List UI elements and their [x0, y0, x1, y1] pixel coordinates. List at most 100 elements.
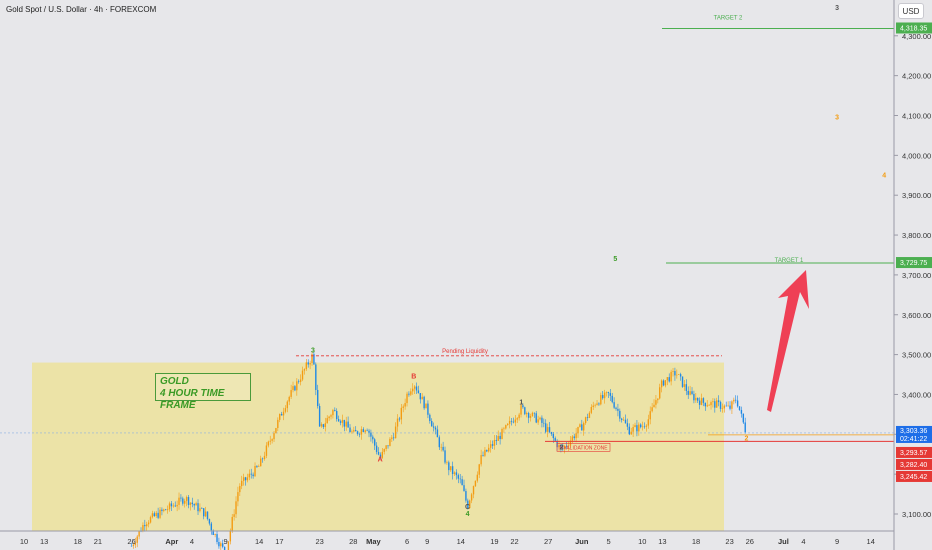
candle-body: [621, 418, 623, 420]
candle-body: [697, 397, 699, 401]
candle-body: [546, 427, 549, 432]
candle-body: [626, 423, 629, 427]
candle-body: [231, 516, 233, 531]
candle-body: [184, 500, 186, 504]
candle-body: [149, 517, 152, 523]
candle-body: [622, 419, 625, 421]
candle-body: [261, 458, 264, 460]
y-tick-label: 3,800.00: [902, 231, 931, 240]
price-tag: [896, 446, 932, 458]
candle-body: [442, 446, 444, 451]
candle-body: [288, 396, 290, 402]
candle-body: [147, 522, 150, 525]
y-tick-label: 3,400.00: [902, 390, 931, 399]
candle-body: [324, 423, 327, 428]
candle-body: [602, 395, 604, 399]
candle-body: [480, 455, 482, 465]
price-tag-value: 4,318.35: [900, 25, 927, 32]
candle-body: [208, 518, 211, 524]
candle-body: [282, 411, 285, 416]
target-arrow: [767, 270, 809, 412]
candle-body: [674, 371, 676, 376]
price-tag-value: 3,293.57: [900, 450, 927, 457]
x-tick-label: Jun: [575, 537, 589, 546]
price-tag: [896, 257, 932, 269]
candle-body: [505, 425, 507, 429]
candle-body: [649, 411, 651, 420]
candle-body: [488, 447, 490, 452]
x-tick-label: 14: [867, 537, 875, 546]
currency-button[interactable]: USD: [898, 3, 924, 19]
candle-body: [292, 386, 294, 391]
candle-body: [398, 418, 401, 420]
candle-body: [341, 419, 344, 423]
candle-body: [440, 446, 442, 448]
candle-body: [383, 448, 385, 452]
candle-body: [349, 427, 351, 433]
candle-body: [600, 395, 602, 405]
candle-body: [204, 511, 207, 517]
candle-body: [404, 403, 406, 407]
candle-body: [322, 424, 325, 428]
candle-body: [280, 413, 283, 416]
candle-body: [575, 433, 577, 439]
candle-body: [516, 418, 518, 420]
x-tick-label: 22: [510, 537, 518, 546]
candle-body: [168, 503, 171, 510]
candle-body: [197, 503, 199, 512]
current-price-tag: [896, 425, 932, 443]
candle-body: [178, 497, 180, 505]
candle-body: [735, 399, 737, 401]
candle-body: [421, 396, 423, 400]
y-tick-label: 4,000.00: [902, 151, 931, 160]
candle-body: [265, 445, 268, 456]
candle-body: [328, 416, 330, 419]
candle-body: [343, 419, 346, 427]
candle-body: [248, 473, 251, 478]
candle-body: [617, 408, 619, 411]
candle-body: [495, 440, 498, 441]
candle-body: [524, 407, 526, 415]
candle-body: [497, 435, 499, 441]
candle-body: [657, 398, 659, 401]
candle-body: [260, 458, 262, 467]
candle-body: [584, 417, 587, 424]
candle-body: [554, 438, 556, 441]
candle-body: [594, 404, 596, 406]
x-tick-label: 4: [801, 537, 805, 546]
wave-label: 3: [835, 5, 839, 12]
candle-body: [429, 414, 431, 421]
price-tag-value: 3,729.75: [900, 260, 927, 267]
candle-body: [427, 403, 429, 415]
candle-body: [503, 428, 505, 430]
candle-body: [518, 414, 520, 419]
candle-body: [235, 501, 237, 515]
candle-body: [263, 455, 266, 460]
x-tick-label: 17: [275, 537, 283, 546]
candle-body: [134, 542, 137, 545]
candle-body: [489, 444, 492, 448]
candle-body: [691, 391, 693, 394]
x-tick-label: 28: [349, 537, 357, 546]
wave-label: 2: [744, 435, 748, 442]
range-box: [32, 362, 724, 531]
candle-body: [590, 406, 593, 413]
candle-body: [706, 405, 708, 407]
candle-body: [662, 380, 665, 386]
candle-body: [537, 419, 539, 423]
candle-body: [366, 430, 368, 431]
candle-body: [586, 417, 589, 418]
candle-body: [254, 466, 256, 477]
candle-body: [379, 454, 382, 458]
candle-body: [353, 430, 355, 432]
x-tick-label: 18: [74, 537, 82, 546]
candle-body: [630, 431, 632, 435]
candle-body: [603, 392, 606, 399]
y-tick-label: 4,300.00: [902, 32, 931, 41]
candle-body: [246, 477, 249, 481]
candle-body: [157, 512, 159, 518]
candle-body: [132, 544, 135, 546]
candle-body: [514, 419, 517, 423]
candle-body: [199, 508, 201, 512]
